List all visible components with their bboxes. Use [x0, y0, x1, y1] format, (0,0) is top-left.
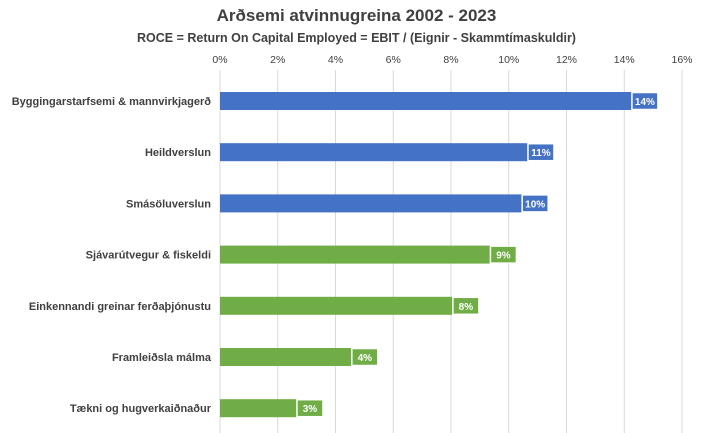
data-label-box [296, 398, 324, 418]
category-label: Einkennandi greinar ferðaþjónustu [29, 301, 211, 313]
gridlines [219, 70, 683, 433]
data-label-box [631, 91, 659, 111]
bar [220, 194, 524, 213]
data-label: 14% [635, 97, 655, 108]
x-tick-label: 4% [328, 54, 343, 66]
category-label: Heildverslun [145, 147, 211, 159]
x-tick-label: 0% [212, 54, 227, 66]
x-tick-label: 6% [386, 54, 401, 66]
data-labels: 14% 11% 10% 9% 8% 4% 3% [296, 91, 659, 418]
bar [220, 296, 454, 315]
bar [220, 92, 633, 110]
data-label-box [452, 296, 480, 316]
category-label: Framleiðsla málma [112, 352, 212, 364]
x-tick-label: 16% [671, 54, 692, 66]
bars [220, 92, 633, 418]
data-label: 4% [358, 353, 373, 364]
bar [220, 399, 298, 418]
category-labels: Byggingarstarfsemi & mannvirkjagerð Heild… [12, 96, 212, 415]
data-label-box [489, 245, 518, 264]
category-label: Tækni og hugverkaiðnaður [70, 403, 212, 415]
x-axis-ticks: 0% 2% 4% 6% 8% 10% 12% 14% 16% [212, 54, 692, 66]
category-label: Byggingarstarfsemi & mannvirkjagerð [12, 96, 212, 108]
category-label: Sjávarútvegur & fiskeldi [86, 250, 211, 262]
bar [220, 143, 529, 162]
chart-title: Arðsemi atvinnugreina 2002 - 2023 [216, 6, 497, 25]
chart-subtitle: ROCE = Return On Capital Employed = EBIT… [137, 31, 576, 45]
x-tick-label: 10% [498, 54, 519, 66]
data-label-box [527, 142, 555, 162]
x-tick-label: 14% [614, 54, 635, 66]
data-label: 10% [525, 199, 545, 210]
data-label: 8% [459, 302, 474, 313]
x-tick-label: 8% [443, 54, 458, 66]
data-label-box [351, 347, 379, 367]
x-tick-label: 2% [270, 54, 285, 66]
data-label: 11% [531, 148, 551, 159]
data-label: 9% [496, 251, 511, 262]
data-label: 3% [303, 404, 318, 415]
category-label: Smásöluverslun [126, 198, 211, 210]
data-label-box [521, 194, 549, 213]
x-tick-label: 12% [556, 54, 577, 66]
bar [220, 245, 492, 264]
bar [220, 348, 353, 366]
